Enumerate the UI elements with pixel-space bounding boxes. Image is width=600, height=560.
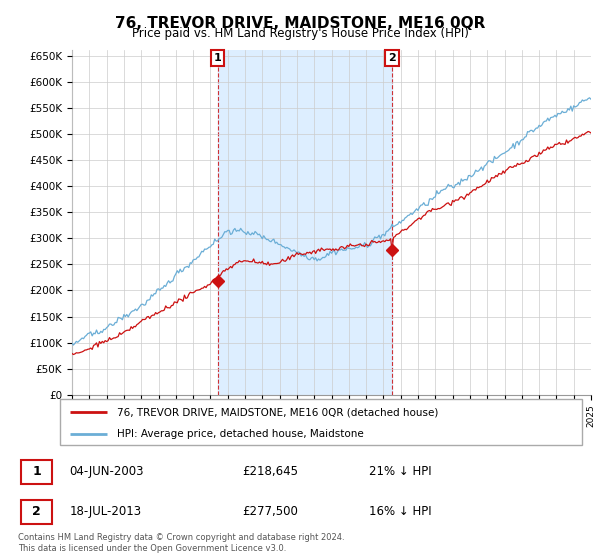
Text: 76, TREVOR DRIVE, MAIDSTONE, ME16 0QR: 76, TREVOR DRIVE, MAIDSTONE, ME16 0QR bbox=[115, 16, 485, 31]
Text: 21% ↓ HPI: 21% ↓ HPI bbox=[369, 465, 432, 478]
Text: 1: 1 bbox=[214, 53, 221, 63]
Text: £277,500: £277,500 bbox=[242, 506, 298, 519]
Bar bbox=[20, 500, 52, 524]
Text: HPI: Average price, detached house, Maidstone: HPI: Average price, detached house, Maid… bbox=[118, 429, 364, 438]
Text: 2: 2 bbox=[32, 506, 41, 519]
Text: Contains HM Land Registry data © Crown copyright and database right 2024.
This d: Contains HM Land Registry data © Crown c… bbox=[18, 533, 344, 553]
Bar bbox=[20, 460, 52, 484]
Text: 76, TREVOR DRIVE, MAIDSTONE, ME16 0QR (detached house): 76, TREVOR DRIVE, MAIDSTONE, ME16 0QR (d… bbox=[118, 407, 439, 417]
Text: Price paid vs. HM Land Registry's House Price Index (HPI): Price paid vs. HM Land Registry's House … bbox=[131, 27, 469, 40]
Text: 2: 2 bbox=[388, 53, 396, 63]
Text: £218,645: £218,645 bbox=[242, 465, 298, 478]
Text: 04-JUN-2003: 04-JUN-2003 bbox=[70, 465, 144, 478]
Text: 18-JUL-2013: 18-JUL-2013 bbox=[70, 506, 142, 519]
Text: 16% ↓ HPI: 16% ↓ HPI bbox=[369, 506, 432, 519]
Text: 1: 1 bbox=[32, 465, 41, 478]
Bar bbox=[218, 50, 392, 395]
